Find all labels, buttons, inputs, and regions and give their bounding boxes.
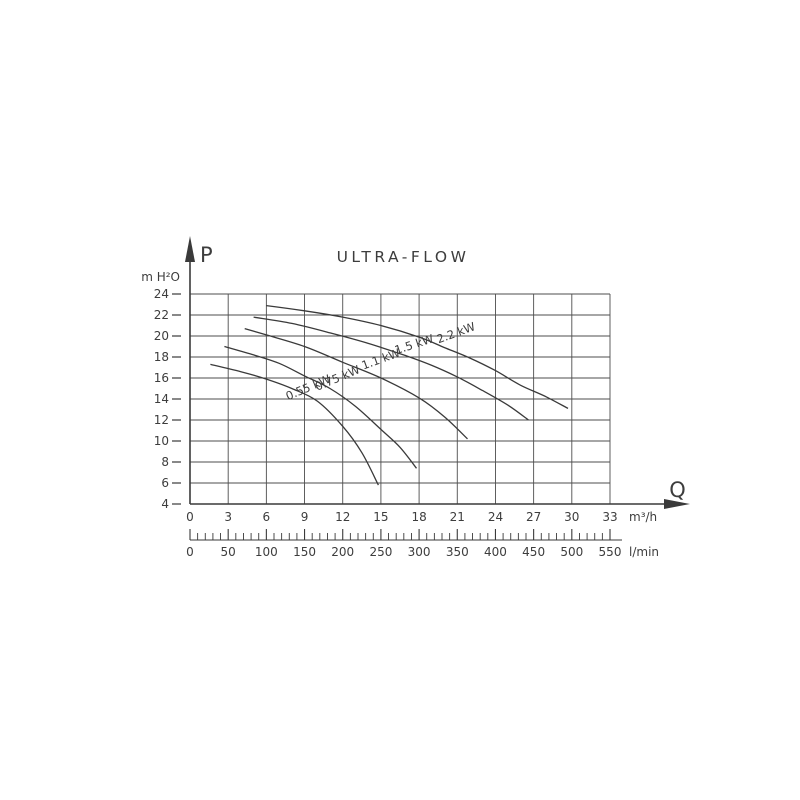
y-tick-label: 6	[161, 476, 169, 490]
y-tick-label: 20	[154, 329, 169, 343]
lmin-tick-label: 150	[293, 545, 316, 559]
flow-unit-m3h-label: m³/h	[629, 510, 657, 524]
lmin-tick-label: 100	[255, 545, 278, 559]
y-tick-label: 16	[154, 371, 169, 385]
x-tick-label: 30	[564, 510, 579, 524]
y-tick-label: 22	[154, 308, 169, 322]
y-tick-label: 12	[154, 413, 169, 427]
flow-axis-symbol: Q	[669, 478, 687, 502]
x-tick-label: 3	[224, 510, 232, 524]
x-tick-label: 12	[335, 510, 350, 524]
x-tick-label: 27	[526, 510, 541, 524]
curve-1.5-kw	[253, 316, 529, 421]
pump-curves	[210, 304, 569, 486]
x-tick-label: 9	[301, 510, 309, 524]
curve-1.1-kw	[244, 327, 468, 440]
y-tick-label: 8	[161, 455, 169, 469]
y-tick-label: 10	[154, 434, 169, 448]
x-tick-label: 0	[186, 510, 194, 524]
curve-label-0.75-kw: 0.75 kW	[313, 362, 362, 393]
y-tick-label: 14	[154, 392, 169, 406]
x-axis-ticks: 0 3 6 9 12 15 18 21 24 27 30 33	[186, 510, 617, 524]
flow-unit-lmin-label: l/min	[629, 545, 659, 559]
secondary-flow-scale: 0 50 100 150 200 250 300 350 400 450 500 550	[186, 529, 622, 559]
x-axis-arrow-icon	[664, 499, 690, 509]
x-tick-label: 6	[263, 510, 271, 524]
x-tick-label: 33	[602, 510, 617, 524]
x-tick-label: 21	[450, 510, 465, 524]
y-tick-label: 4	[161, 497, 169, 511]
x-tick-label: 18	[411, 510, 426, 524]
pressure-unit-label: m H²O	[141, 270, 180, 284]
lmin-tick-label: 350	[446, 545, 469, 559]
lmin-tick-label: 0	[186, 545, 194, 559]
lmin-tick-label: 550	[599, 545, 622, 559]
y-tick-label: 18	[154, 350, 169, 364]
grid	[189, 293, 611, 504]
y-tick-label: 24	[154, 287, 169, 301]
lmin-tick-label: 50	[221, 545, 236, 559]
lmin-tick-label: 200	[331, 545, 354, 559]
chart-title: ULTRA-FLOW	[337, 248, 470, 266]
x-tick-label: 15	[373, 510, 388, 524]
lmin-tick-label: 400	[484, 545, 507, 559]
curve-0.75-kw	[224, 345, 418, 469]
pressure-axis-symbol: P	[200, 243, 214, 267]
curve-labels: 0.55 kW0.75 kW1.1 kW1.5 kW 2.2 kW	[284, 319, 478, 403]
curve-label-2.2-kw: 2.2 kW	[435, 319, 477, 346]
y-axis-ticks: 24 22 20 18 16 14 12 10 8 6 4	[154, 287, 181, 511]
lmin-tick-label: 250	[369, 545, 392, 559]
lmin-tick-label: 450	[522, 545, 545, 559]
curve-2.2-kw	[266, 304, 569, 409]
curve-0.55-kw	[210, 363, 379, 486]
y-axis-arrow-icon	[185, 236, 195, 262]
lmin-tick-label: 300	[408, 545, 431, 559]
x-tick-label: 24	[488, 510, 503, 524]
lmin-tick-label: 500	[560, 545, 583, 559]
